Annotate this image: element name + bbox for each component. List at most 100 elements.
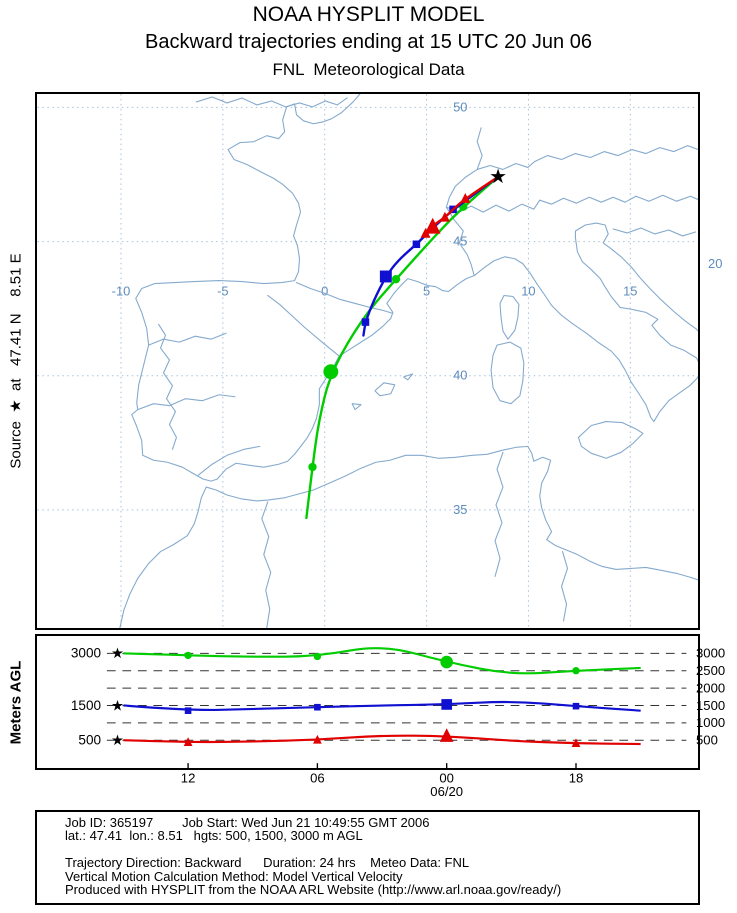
height-right-label: 1500: [696, 698, 725, 713]
coastline-north-africa: [119, 445, 698, 628]
island-menorca: [403, 373, 414, 381]
border-switzerland-west: [445, 168, 478, 208]
coastline-england: [195, 96, 348, 108]
height-profile-svg: 12 06 00 18 06/20 3000 2500 2000 1500 1000 500 3000…: [71, 646, 725, 799]
border-hungary: [635, 194, 698, 202]
height-right-label: 2000: [696, 680, 725, 695]
longitude-label: 0: [321, 283, 328, 298]
job-id-line: Job ID: 365197 Job Start: Wed Jun 21 10:…: [65, 815, 430, 830]
square-marker: [184, 707, 192, 714]
island-ibiza: [351, 403, 362, 411]
height-left-label: 500: [78, 733, 101, 748]
page-title: NOAA HYSPLIT MODEL: [252, 3, 485, 26]
longitude-label: 20: [708, 256, 723, 271]
trajectory-3000-m-AGL: [305, 175, 500, 520]
time-label: 12: [181, 771, 196, 786]
latitude-label: 50: [453, 99, 467, 114]
spacer-line: [65, 843, 698, 856]
job-info-panel: Job ID: 365197 Job Start: Wed Jun 21 10:…: [35, 810, 700, 905]
profile-line-500: [123, 734, 641, 746]
island-sicily: [577, 421, 644, 459]
date-label: 06/20: [430, 784, 463, 799]
circle-marker: [308, 462, 317, 472]
height-right-label: 500: [696, 733, 718, 748]
map-basemap: [119, 94, 698, 628]
source-location-line: lat.: 47.41 lon.: 8.51 hgts: 500, 1500, …: [65, 828, 363, 844]
river-tagus: [137, 394, 236, 411]
border-slovenia-croatia: [612, 227, 697, 237]
square-marker: [361, 318, 370, 326]
river-ebro: [267, 294, 340, 357]
island-sardinia: [490, 341, 525, 405]
river-guadalquivir: [197, 445, 261, 476]
circle-marker: [572, 667, 580, 675]
profile-line-3000: [123, 647, 641, 675]
trajectory-1500-m-AGL: [362, 175, 500, 337]
border-germany-austria: [534, 145, 698, 163]
triangle-marker: [313, 734, 322, 744]
start-star-icon: ★: [111, 698, 124, 714]
produced-with-line: Produced with HYSPLIT from the NOAA ARL …: [65, 882, 562, 898]
time-label: 06: [310, 771, 325, 786]
island-corsica: [499, 294, 520, 340]
latitude-label: 40: [453, 368, 467, 383]
height-profile-panel: 12 06 00 18 06/20 3000 2500 2000 1500 1000 500 3000…: [35, 634, 725, 799]
circle-marker: [391, 274, 401, 284]
border-rhine: [476, 127, 483, 170]
circle-marker: [440, 655, 454, 669]
triangle-marker: [439, 211, 450, 222]
time-label: 18: [569, 771, 584, 786]
circle-marker: [313, 652, 322, 661]
time-label: 00: [439, 771, 454, 786]
height-right-label: 3000: [696, 646, 725, 661]
island-mallorca: [374, 382, 396, 397]
triangle-marker: [424, 217, 441, 234]
height-left-label: 1500: [71, 698, 102, 713]
trajectory-direction-line: Trajectory Direction: Backward Duration:…: [65, 855, 470, 871]
border-morocco-algeria: [261, 501, 272, 628]
square-marker: [572, 702, 580, 710]
triangle-marker: [460, 192, 471, 203]
start-star-icon: ★: [111, 646, 124, 662]
trajectory-map-panel: -10 -5 0 5 10 15 35 40 45 50: [35, 92, 700, 630]
border-portugal-spain: [158, 323, 177, 450]
longitude-label: 15: [623, 283, 637, 298]
square-marker: [412, 240, 421, 249]
longitude-label: 10: [521, 283, 535, 298]
profile-side-label-wrap: Meters AGL: [0, 634, 32, 770]
border-algeria-tunisia: [494, 451, 504, 577]
height-right-label: 1000: [696, 715, 725, 730]
start-star-icon: ★: [111, 733, 124, 749]
border-austria-italy: [539, 195, 637, 205]
border-pyrenees: [295, 282, 394, 314]
height-profile-layer: 12 06 00 18 06/20 3000 2500 2000 1500 1000 500 3000…: [71, 646, 725, 799]
meteo-data-title: FNL Meteorological Data: [272, 60, 465, 79]
longitude-label: 5: [423, 283, 430, 298]
source-star-icon: ★: [489, 166, 507, 188]
border-switzerland-north: [476, 160, 536, 170]
longitude-label: -5: [217, 283, 228, 298]
triangle-marker: [439, 728, 454, 742]
latitude-label: 35: [453, 502, 467, 517]
title-block: NOAA HYSPLIT MODEL Backward trajectories…: [0, 3, 737, 80]
circle-marker: [184, 651, 192, 660]
meters-agl-label: Meters AGL: [7, 660, 25, 744]
triangle-marker: [183, 737, 193, 747]
longitude-label: -10: [112, 283, 131, 298]
profile-line-1500: [123, 700, 641, 712]
height-left-label: 3000: [71, 646, 102, 661]
map-side-label-wrap: Source ★ at 47.41 N 8.51 E: [0, 92, 32, 630]
circle-marker: [323, 364, 339, 380]
triangle-marker: [420, 227, 431, 238]
river-douro: [148, 332, 227, 346]
subtitle: Backward trajectories ending at 15 UTC 2…: [145, 31, 592, 53]
coastline-europe: [131, 94, 698, 482]
source-location-label: Source ★ at 47.41 N 8.51 E: [8, 253, 26, 469]
trajectories-layer: ★: [305, 166, 507, 520]
square-marker: [379, 270, 392, 283]
vertical-motion-line: Vertical Motion Calculation Method: Mode…: [65, 868, 403, 884]
border-france-italy: [445, 206, 475, 277]
